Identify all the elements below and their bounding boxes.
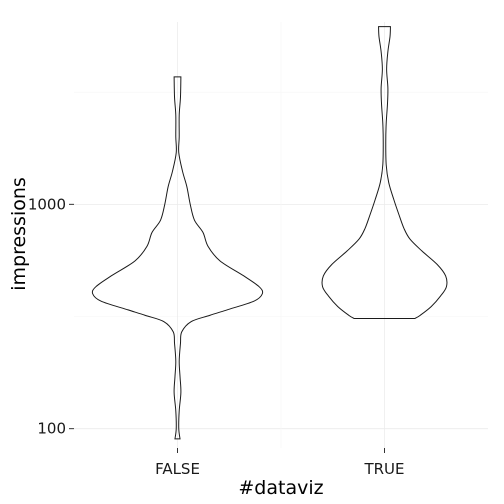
x-tick-label: FALSE [155, 460, 200, 478]
violin-false [91, 76, 264, 440]
violins [91, 26, 448, 440]
y-tick-label: 100 [37, 420, 66, 438]
y-tick-label: 1000 [28, 195, 66, 213]
x-axis: FALSE TRUE [155, 448, 405, 478]
y-axis-title: impressions [8, 177, 30, 291]
y-axis: 100 1000 [28, 195, 74, 438]
x-tick-label: TRUE [363, 460, 404, 478]
violin-true [321, 26, 448, 319]
grid [74, 22, 488, 448]
x-axis-title: #dataviz [238, 477, 323, 499]
